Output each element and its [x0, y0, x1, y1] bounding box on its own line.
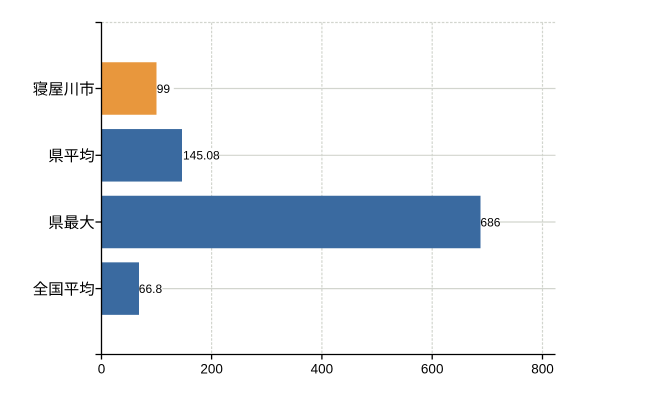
svg-text:66.8: 66.8 [139, 282, 163, 296]
svg-text:99: 99 [157, 82, 171, 96]
svg-text:600: 600 [421, 361, 444, 376]
svg-text:800: 800 [531, 361, 554, 376]
svg-text:200: 200 [200, 361, 223, 376]
svg-text:0: 0 [98, 361, 106, 376]
svg-text:145.08: 145.08 [183, 148, 220, 162]
svg-text:400: 400 [311, 361, 334, 376]
svg-text:686: 686 [480, 215, 500, 229]
